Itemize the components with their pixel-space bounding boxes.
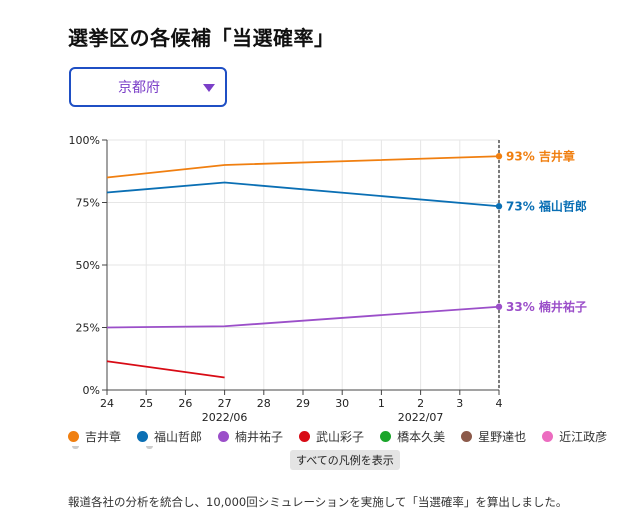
- legend-label: 橋本久美: [397, 430, 446, 444]
- y-tick-label: 50%: [76, 259, 100, 272]
- x-tick-label: 24: [100, 397, 114, 410]
- x-tick-label: 3: [456, 397, 463, 410]
- legend-overflow-hint: [72, 446, 79, 449]
- legend-item[interactable]: 星野達也: [461, 428, 526, 445]
- legend-swatch: [137, 431, 149, 442]
- legend-item[interactable]: 楠井祐子: [218, 428, 283, 445]
- series-end-label: 73% 福山哲郎: [506, 198, 587, 213]
- legend-label: 楠井祐子: [235, 430, 284, 444]
- y-tick-label: 25%: [76, 322, 100, 335]
- y-tick-label: 75%: [76, 197, 100, 210]
- prefecture-select[interactable]: 京都府: [69, 67, 227, 107]
- legend-swatch: [461, 431, 473, 442]
- legend-label: 福山哲郎: [154, 430, 203, 444]
- y-tick-label: 100%: [69, 134, 100, 147]
- legend-item[interactable]: 橋本久美: [380, 428, 445, 445]
- legend-swatch: [218, 431, 230, 442]
- legend: 吉井章 福山哲郎 楠井祐子 武山彩子 橋本久美 星野達也 近江政彦: [68, 428, 608, 445]
- y-tick-label: 0%: [83, 384, 100, 397]
- chevron-down-icon: [203, 84, 215, 92]
- x-tick-label: 26: [178, 397, 192, 410]
- x-tick-label: 2: [417, 397, 424, 410]
- legend-label: 近江政彦: [559, 430, 608, 444]
- x-tick-label: 29: [296, 397, 310, 410]
- x-tick-label: 25: [139, 397, 153, 410]
- series-line: [106, 181, 500, 208]
- series-end-point: [495, 303, 503, 310]
- x-tick-label: 30: [335, 397, 349, 410]
- series-line: [106, 305, 500, 329]
- legend-item[interactable]: 武山彩子: [299, 428, 364, 445]
- prefecture-select-value: 京都府: [118, 80, 160, 96]
- x-tick-label: 4: [496, 397, 503, 410]
- series-end-point: [495, 153, 503, 160]
- legend-swatch: [380, 431, 392, 442]
- x-month-label: 2022/07: [398, 411, 444, 424]
- page-title: 選挙区の各候補「当選確率」: [68, 26, 335, 50]
- legend-item[interactable]: 近江政彦: [542, 428, 607, 445]
- footnote: 報道各社の分析を統合し、10,000回シミュレーションを実施して「当選確率」を算…: [68, 495, 568, 509]
- legend-item[interactable]: 吉井章: [68, 428, 121, 445]
- series-end-label: 93% 吉井章: [506, 148, 575, 163]
- legend-label: 吉井章: [85, 430, 122, 444]
- legend-label: 星野達也: [478, 430, 527, 444]
- legend-item[interactable]: 福山哲郎: [137, 428, 202, 445]
- series-line: [106, 360, 225, 379]
- x-tick-label: 27: [218, 397, 232, 410]
- legend-swatch: [542, 431, 554, 442]
- legend-overflow-hint: [146, 446, 153, 449]
- legend-label: 武山彩子: [316, 430, 365, 444]
- legend-swatch: [68, 431, 79, 442]
- show-all-legend-button[interactable]: すべての凡例を表示: [290, 450, 400, 470]
- probability-chart: 24 25 26 27 28 29 30 1 2 3 4 2022/06 2022/07 0% 25% 50%…: [69, 134, 587, 424]
- x-month-label: 2022/06: [202, 411, 248, 424]
- series-line: [106, 155, 500, 179]
- x-tick-label: 1: [378, 397, 385, 410]
- x-tick-label: 28: [257, 397, 271, 410]
- series-end-label: 33% 楠井祐子: [506, 299, 587, 314]
- legend-swatch: [299, 431, 311, 442]
- series-end-point: [495, 203, 503, 210]
